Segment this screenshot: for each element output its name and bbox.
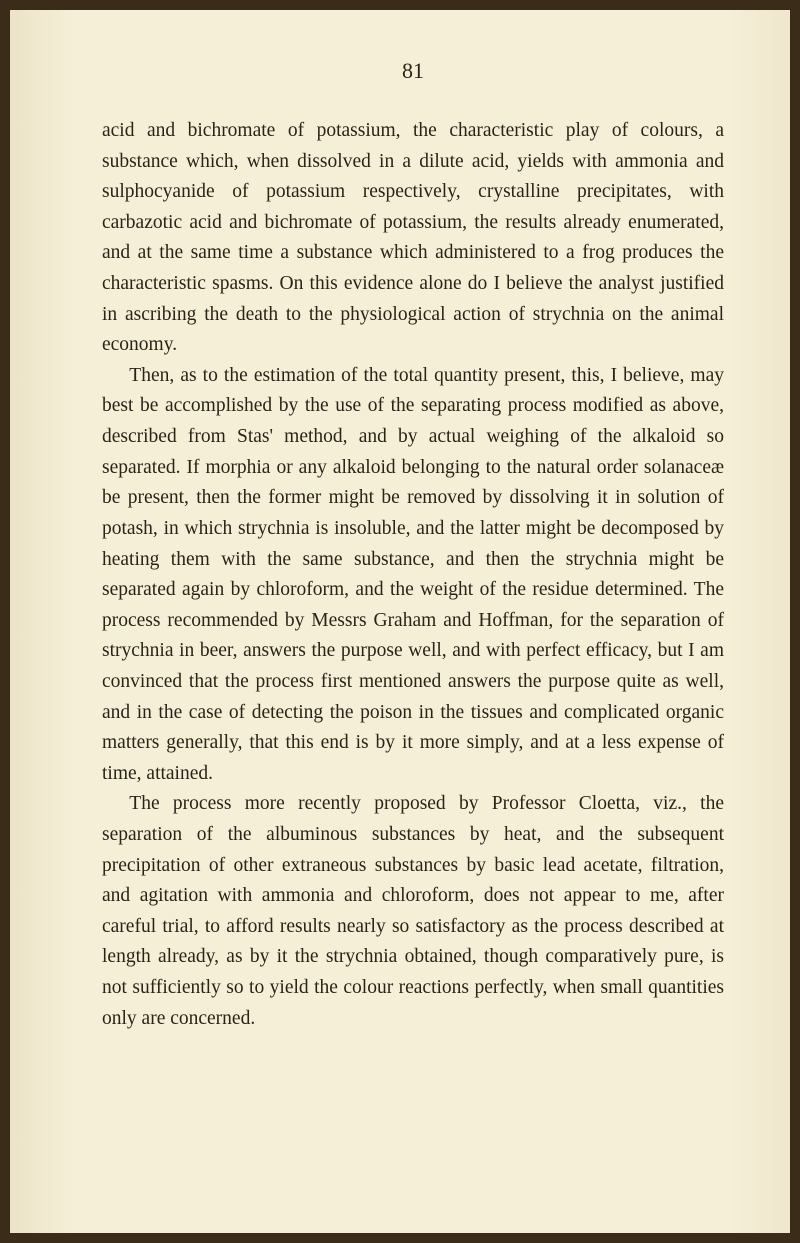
scanned-page: 81 acid and bichromate of potassium, the… (10, 10, 790, 1233)
page-number: 81 (102, 58, 724, 84)
page-body: acid and bichromate of potassium, the ch… (102, 116, 724, 1034)
paragraph: Then, as to the estimation of the total … (102, 361, 724, 790)
paragraph: acid and bichromate of potassium, the ch… (102, 116, 724, 361)
paragraph: The process more recently proposed by Pr… (102, 789, 724, 1034)
